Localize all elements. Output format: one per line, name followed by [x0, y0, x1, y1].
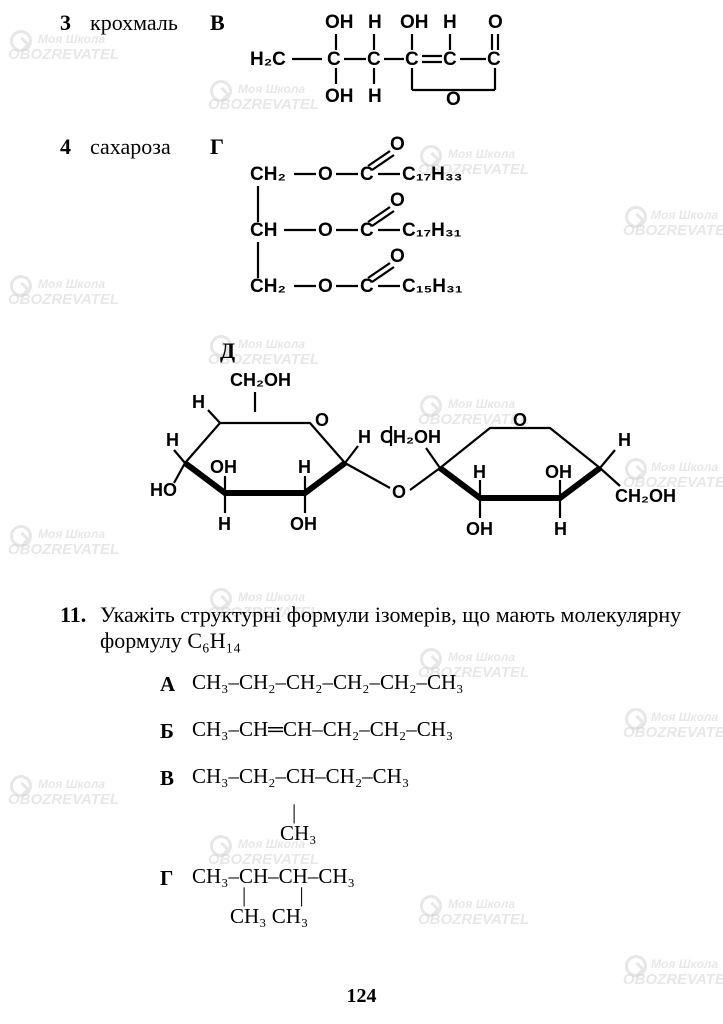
svg-text:H: H: [298, 457, 311, 477]
svg-text:OH: OH: [210, 457, 237, 477]
answer-letter-b: В: [210, 10, 240, 36]
answer-letter-g: Г: [210, 134, 240, 160]
svg-text:H: H: [358, 427, 371, 447]
svg-text:O: O: [315, 410, 329, 430]
svg-text:C: C: [360, 164, 374, 185]
page-number: 124: [0, 985, 723, 1008]
svg-text:O: O: [390, 246, 405, 267]
answer-letter-d: Д: [220, 338, 683, 364]
svg-text:C₁₇H₃₃: C₁₇H₃₃: [402, 164, 462, 185]
svg-text:C: C: [367, 49, 381, 70]
answer-letter: Б: [160, 719, 192, 744]
svg-text:H: H: [443, 12, 457, 33]
question-text: Укажіть структурні формули ізомерів, що …: [100, 602, 683, 654]
svg-text:OH: OH: [325, 12, 354, 33]
question-number: 11.: [60, 602, 100, 654]
svg-text:O: O: [318, 220, 333, 241]
svg-text:OH: OH: [325, 86, 354, 107]
svg-text:C₁₇H₃₁: C₁₇H₃₁: [402, 220, 462, 241]
svg-text:O: O: [488, 12, 503, 33]
svg-text:C: C: [360, 276, 374, 297]
svg-text:H: H: [368, 86, 382, 107]
svg-text:CH₂: CH₂: [250, 276, 286, 297]
svg-text:C: C: [443, 49, 457, 70]
svg-text:O: O: [513, 410, 527, 430]
svg-text:H: H: [618, 430, 631, 450]
answer-letter: Г: [160, 866, 192, 891]
item-number: 4: [60, 134, 90, 160]
svg-text:O: O: [318, 164, 333, 185]
svg-text:C: C: [327, 49, 341, 70]
svg-text:CH₂OH: CH₂OH: [615, 486, 676, 506]
svg-text:OH: OH: [545, 462, 572, 482]
svg-text:CH₂OH: CH₂OH: [380, 427, 441, 447]
svg-text:C: C: [405, 49, 419, 70]
answer-formula: CH₃–CH–CH–CH₃ | | CH₃ CH₃: [192, 866, 355, 927]
svg-text:OH: OH: [400, 12, 429, 33]
svg-text:H: H: [554, 519, 567, 539]
item-term: сахароза: [90, 134, 210, 160]
item-number: 3: [60, 10, 90, 36]
svg-text:H: H: [368, 12, 382, 33]
answer-a: А CH₃–CH₂–CH₂–CH₂–CH₂–CH₃: [160, 672, 683, 697]
svg-text:H: H: [166, 430, 179, 450]
svg-text:CH₂OH: CH₂OH: [230, 370, 291, 390]
svg-text:O: O: [392, 482, 406, 502]
svg-text:C: C: [360, 220, 374, 241]
question-11: 11. Укажіть структурні формули ізомерів,…: [60, 602, 683, 927]
svg-text:CH₂: CH₂: [250, 164, 286, 185]
svg-text:H: H: [473, 462, 486, 482]
answer-list: А CH₃–CH₂–CH₂–CH₂–CH₂–CH₃ Б CH₃–CH═CH–CH…: [160, 672, 683, 927]
svg-text:O: O: [318, 276, 333, 297]
svg-text:H: H: [192, 392, 205, 412]
svg-text:O: O: [390, 190, 405, 211]
answer-letter: В: [160, 766, 192, 791]
svg-text:HO: HO: [150, 480, 177, 500]
svg-text:O: O: [446, 89, 461, 110]
chemical-diagram-b: OHH OHH O H₂C C C C: [240, 10, 560, 114]
svg-text:C₁₅H₃₁: C₁₅H₃₁: [402, 276, 463, 297]
chemical-diagram-d: CH₂OH O H HO H OH: [130, 368, 683, 562]
match-item-3: 3 крохмаль В OHH OHH O H₂C C: [60, 10, 683, 114]
svg-text:O: O: [390, 134, 405, 155]
answer-g: Г CH₃–CH–CH–CH₃ | | CH₃ CH₃: [160, 866, 683, 927]
svg-text:OH: OH: [466, 519, 493, 539]
svg-text:H: H: [218, 514, 231, 534]
svg-text:CH: CH: [250, 220, 277, 241]
match-item-4: 4 сахароза Г O CH₂ O C C₁₇H₃₃: [60, 134, 683, 318]
answer-formula: CH₃–CH₂–CH₂–CH₂–CH₂–CH₃: [192, 672, 463, 693]
svg-text:H₂C: H₂C: [250, 49, 286, 70]
item-term: крохмаль: [90, 10, 210, 36]
watermark-text: Моя Школа: [651, 957, 718, 971]
svg-text:C: C: [487, 49, 501, 70]
svg-text:OH: OH: [290, 514, 317, 534]
chemical-diagram-g: O CH₂ O C C₁₇H₃₃ O CH O: [240, 134, 520, 318]
answer-letter-d-section: Д CH₂OH O H H O: [220, 338, 683, 562]
answer-formula: CH₃–CH₂–CH–CH₂–CH₃ | CH₃: [192, 766, 409, 844]
answer-letter: А: [160, 672, 192, 697]
answer-v: В CH₃–CH₂–CH–CH₂–CH₃ | CH₃: [160, 766, 683, 844]
page-content: 3 крохмаль В OHH OHH O H₂C C: [60, 10, 683, 927]
answer-formula: CH₃–CH═CH–CH₂–CH₂–CH₃: [192, 719, 453, 740]
answer-b: Б CH₃–CH═CH–CH₂–CH₂–CH₃: [160, 719, 683, 744]
